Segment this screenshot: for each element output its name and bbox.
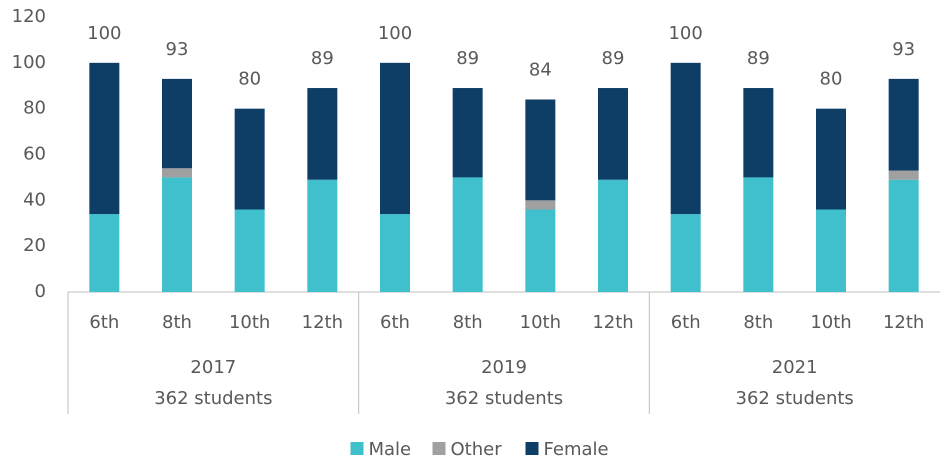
total-label: 93 xyxy=(892,39,915,60)
total-label: 100 xyxy=(87,23,121,44)
bar-segment xyxy=(380,214,410,292)
total-label: 89 xyxy=(456,48,479,69)
y-tick-label: 120 xyxy=(12,6,46,27)
y-tick-label: 40 xyxy=(23,189,46,210)
x-tick-label: 10th xyxy=(810,312,851,333)
x-tick-label: 8th xyxy=(453,312,483,333)
total-label: 100 xyxy=(668,23,702,44)
bar-segment xyxy=(525,99,556,201)
bar-segment xyxy=(888,179,919,292)
bar-segment xyxy=(307,88,338,180)
x-tick-label: 6th xyxy=(89,312,119,333)
y-tick-label: 20 xyxy=(23,235,46,256)
total-label: 89 xyxy=(747,48,770,69)
y-tick-label: 80 xyxy=(23,98,46,119)
total-label: 89 xyxy=(311,48,334,69)
bar-segment xyxy=(452,177,483,292)
x-tick-label: 8th xyxy=(162,312,192,333)
bar-segment xyxy=(816,108,846,210)
total-label: 84 xyxy=(529,60,552,81)
bar-segment xyxy=(743,177,774,292)
group-label: 2021 xyxy=(772,357,818,378)
bar-segment xyxy=(380,62,410,215)
bar-segment xyxy=(525,209,556,292)
x-tick-label: 12th xyxy=(592,312,633,333)
bar-segment xyxy=(452,88,483,178)
group-subtitle: 362 students xyxy=(445,388,563,409)
total-label: 80 xyxy=(238,69,261,90)
group-subtitle: 362 students xyxy=(154,388,272,409)
bar-segment xyxy=(162,168,192,178)
x-tick-label: 8th xyxy=(743,312,773,333)
legend-swatch xyxy=(525,442,539,455)
bar-segment xyxy=(816,209,846,292)
bar-segment xyxy=(670,62,701,215)
bar-segment xyxy=(234,108,265,210)
bar-segment xyxy=(598,179,628,292)
x-tick-label: 10th xyxy=(229,312,270,333)
bar-segment xyxy=(89,214,120,292)
y-tick-label: 60 xyxy=(23,144,46,165)
total-label: 100 xyxy=(378,23,412,44)
legend-label: Female xyxy=(544,439,609,460)
bar-segment xyxy=(888,78,919,171)
bar-segment xyxy=(743,88,774,178)
bar-segment xyxy=(888,170,919,180)
total-label: 89 xyxy=(602,48,625,69)
x-tick-label: 6th xyxy=(380,312,410,333)
x-tick-label: 12th xyxy=(302,312,343,333)
bar-segment xyxy=(307,179,338,292)
legend-swatch xyxy=(350,442,364,455)
bar-segment xyxy=(670,214,701,292)
x-tick-label: 6th xyxy=(671,312,701,333)
bar-segment xyxy=(598,88,628,180)
x-tick-label: 12th xyxy=(883,312,924,333)
bar-segment xyxy=(234,209,265,292)
group-label: 2019 xyxy=(481,357,527,378)
bar-segment xyxy=(525,200,556,210)
group-label: 2017 xyxy=(190,357,236,378)
total-label: 93 xyxy=(166,39,189,60)
legend-label: Other xyxy=(451,439,503,460)
bar-segment xyxy=(89,62,120,215)
total-label: 80 xyxy=(820,69,843,90)
x-tick-label: 10th xyxy=(520,312,561,333)
group-subtitle: 362 students xyxy=(736,388,854,409)
y-tick-label: 100 xyxy=(12,52,46,73)
legend-swatch xyxy=(432,442,446,455)
bar-segment xyxy=(162,177,192,292)
y-tick-label: 0 xyxy=(35,281,46,302)
legend-label: Male xyxy=(369,439,412,460)
bar-segment xyxy=(162,78,192,169)
